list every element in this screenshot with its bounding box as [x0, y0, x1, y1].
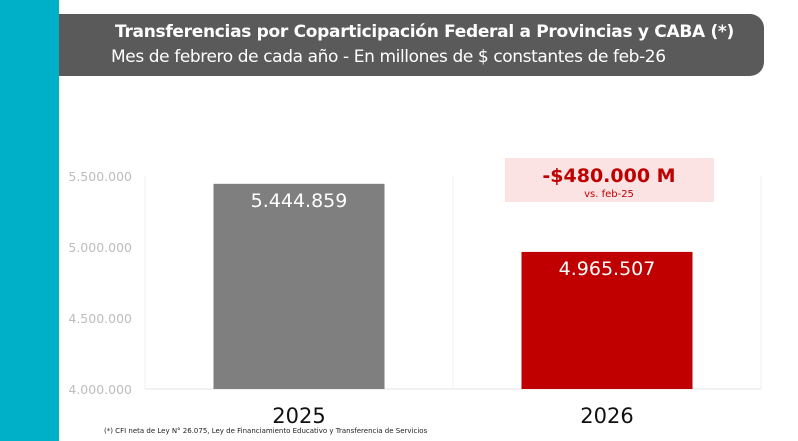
bar-2025: [213, 183, 385, 389]
data-label-2025: 5.444.859: [251, 190, 348, 212]
x-tick-label: 2026: [580, 404, 633, 428]
data-label-2026: 4.965.507: [559, 258, 656, 280]
chart-title: Transferencias por Coparticipación Feder…: [115, 22, 734, 42]
header-banner: Transferencias por Coparticipación Feder…: [59, 14, 764, 76]
y-tick-label: 4.500.000: [68, 311, 132, 326]
y-tick-label: 5.000.000: [68, 240, 132, 255]
annotation-box: [505, 158, 714, 202]
bar-2026: [521, 251, 693, 389]
annotation-note: vs. feb-25: [584, 189, 634, 200]
sidebar-accent: [0, 0, 59, 441]
y-tick-label: 5.500.000: [68, 169, 132, 184]
footnote: (*) CFI neta de Ley N° 26.075, Ley de Fi…: [104, 427, 428, 435]
annotation-value: -$480.000 M: [542, 165, 675, 187]
x-tick-label: 2025: [272, 404, 325, 428]
chart-subtitle: Mes de febrero de cada año - En millones…: [111, 47, 666, 67]
y-tick-label: 4.000.000: [68, 382, 132, 397]
